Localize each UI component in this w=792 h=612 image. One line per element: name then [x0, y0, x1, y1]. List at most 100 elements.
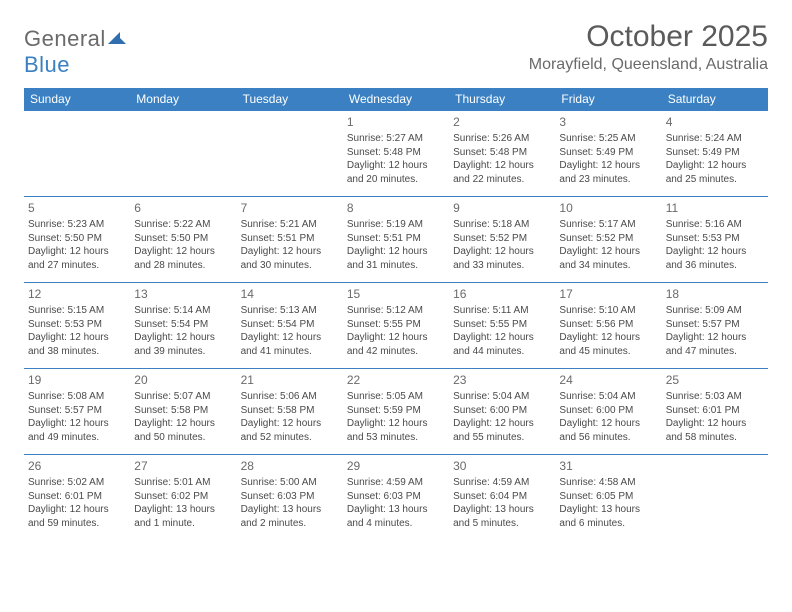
- sunset-line: Sunset: 5:50 PM: [134, 232, 232, 246]
- daylight-line: and 47 minutes.: [666, 345, 764, 359]
- sunrise-line: Sunrise: 5:21 AM: [241, 218, 339, 232]
- sunrise-line: Sunrise: 5:06 AM: [241, 390, 339, 404]
- daylight-line: Daylight: 13 hours: [347, 503, 445, 517]
- day-cell: 2Sunrise: 5:26 AMSunset: 5:48 PMDaylight…: [449, 111, 555, 197]
- day-cell: 29Sunrise: 4:59 AMSunset: 6:03 PMDayligh…: [343, 455, 449, 541]
- sunrise-line: Sunrise: 5:14 AM: [134, 304, 232, 318]
- day-cell: 1Sunrise: 5:27 AMSunset: 5:48 PMDaylight…: [343, 111, 449, 197]
- day-number: 5: [28, 200, 126, 216]
- day-cell: 27Sunrise: 5:01 AMSunset: 6:02 PMDayligh…: [130, 455, 236, 541]
- day-cell: 4Sunrise: 5:24 AMSunset: 5:49 PMDaylight…: [662, 111, 768, 197]
- sunrise-line: Sunrise: 5:13 AM: [241, 304, 339, 318]
- daylight-line: and 39 minutes.: [134, 345, 232, 359]
- calendar-header: SundayMondayTuesdayWednesdayThursdayFrid…: [24, 88, 768, 111]
- day-number: 11: [666, 200, 764, 216]
- daylight-line: and 50 minutes.: [134, 431, 232, 445]
- sunrise-line: Sunrise: 5:07 AM: [134, 390, 232, 404]
- day-number: 27: [134, 458, 232, 474]
- sunrise-line: Sunrise: 5:27 AM: [347, 132, 445, 146]
- day-cell: 19Sunrise: 5:08 AMSunset: 5:57 PMDayligh…: [24, 369, 130, 455]
- day-cell: 3Sunrise: 5:25 AMSunset: 5:49 PMDaylight…: [555, 111, 661, 197]
- calendar-table: SundayMondayTuesdayWednesdayThursdayFrid…: [24, 88, 768, 541]
- daylight-line: and 45 minutes.: [559, 345, 657, 359]
- day-number: 9: [453, 200, 551, 216]
- daylight-line: and 58 minutes.: [666, 431, 764, 445]
- day-header: Thursday: [449, 88, 555, 111]
- logo-text-part2: Blue: [24, 52, 70, 77]
- day-cell: 14Sunrise: 5:13 AMSunset: 5:54 PMDayligh…: [237, 283, 343, 369]
- title-block: October 2025 Morayfield, Queensland, Aus…: [529, 20, 768, 74]
- day-header: Saturday: [662, 88, 768, 111]
- sunrise-line: Sunrise: 5:12 AM: [347, 304, 445, 318]
- sunset-line: Sunset: 6:01 PM: [28, 490, 126, 504]
- sunrise-line: Sunrise: 5:15 AM: [28, 304, 126, 318]
- daylight-line: and 53 minutes.: [347, 431, 445, 445]
- sunset-line: Sunset: 6:03 PM: [347, 490, 445, 504]
- day-cell: 11Sunrise: 5:16 AMSunset: 5:53 PMDayligh…: [662, 197, 768, 283]
- day-header: Sunday: [24, 88, 130, 111]
- daylight-line: and 36 minutes.: [666, 259, 764, 273]
- daylight-line: Daylight: 12 hours: [347, 331, 445, 345]
- sunrise-line: Sunrise: 4:59 AM: [347, 476, 445, 490]
- sunrise-line: Sunrise: 5:19 AM: [347, 218, 445, 232]
- daylight-line: Daylight: 12 hours: [559, 417, 657, 431]
- daylight-line: and 28 minutes.: [134, 259, 232, 273]
- sunset-line: Sunset: 6:05 PM: [559, 490, 657, 504]
- daylight-line: Daylight: 12 hours: [28, 331, 126, 345]
- day-header: Tuesday: [237, 88, 343, 111]
- sunset-line: Sunset: 5:52 PM: [453, 232, 551, 246]
- calendar-page: GeneralBlue October 2025 Morayfield, Que…: [0, 0, 792, 561]
- daylight-line: and 42 minutes.: [347, 345, 445, 359]
- daylight-line: and 33 minutes.: [453, 259, 551, 273]
- daylight-line: Daylight: 12 hours: [347, 245, 445, 259]
- day-cell: [237, 111, 343, 197]
- header-row: GeneralBlue October 2025 Morayfield, Que…: [24, 20, 768, 78]
- day-header: Friday: [555, 88, 661, 111]
- day-cell: 13Sunrise: 5:14 AMSunset: 5:54 PMDayligh…: [130, 283, 236, 369]
- daylight-line: Daylight: 12 hours: [559, 331, 657, 345]
- sunrise-line: Sunrise: 5:22 AM: [134, 218, 232, 232]
- day-cell: 23Sunrise: 5:04 AMSunset: 6:00 PMDayligh…: [449, 369, 555, 455]
- daylight-line: and 34 minutes.: [559, 259, 657, 273]
- sunset-line: Sunset: 5:57 PM: [666, 318, 764, 332]
- sunset-line: Sunset: 5:58 PM: [134, 404, 232, 418]
- sunset-line: Sunset: 5:55 PM: [453, 318, 551, 332]
- daylight-line: Daylight: 12 hours: [28, 245, 126, 259]
- daylight-line: and 23 minutes.: [559, 173, 657, 187]
- daylight-line: Daylight: 12 hours: [559, 159, 657, 173]
- logo-text: GeneralBlue: [24, 26, 126, 78]
- day-cell: 16Sunrise: 5:11 AMSunset: 5:55 PMDayligh…: [449, 283, 555, 369]
- day-number: 30: [453, 458, 551, 474]
- day-header: Monday: [130, 88, 236, 111]
- day-number: 22: [347, 372, 445, 388]
- day-cell: 6Sunrise: 5:22 AMSunset: 5:50 PMDaylight…: [130, 197, 236, 283]
- day-number: 21: [241, 372, 339, 388]
- day-number: 16: [453, 286, 551, 302]
- sunset-line: Sunset: 6:04 PM: [453, 490, 551, 504]
- day-number: 17: [559, 286, 657, 302]
- day-cell: 17Sunrise: 5:10 AMSunset: 5:56 PMDayligh…: [555, 283, 661, 369]
- logo-sail-icon: [106, 26, 126, 52]
- sunset-line: Sunset: 6:03 PM: [241, 490, 339, 504]
- sunset-line: Sunset: 6:00 PM: [453, 404, 551, 418]
- daylight-line: and 22 minutes.: [453, 173, 551, 187]
- sunset-line: Sunset: 5:56 PM: [559, 318, 657, 332]
- day-number: 8: [347, 200, 445, 216]
- sunset-line: Sunset: 5:48 PM: [347, 146, 445, 160]
- day-number: 26: [28, 458, 126, 474]
- day-number: 7: [241, 200, 339, 216]
- daylight-line: Daylight: 12 hours: [134, 331, 232, 345]
- daylight-line: and 2 minutes.: [241, 517, 339, 531]
- daylight-line: Daylight: 12 hours: [666, 417, 764, 431]
- day-cell: 18Sunrise: 5:09 AMSunset: 5:57 PMDayligh…: [662, 283, 768, 369]
- sunset-line: Sunset: 5:53 PM: [666, 232, 764, 246]
- sunrise-line: Sunrise: 5:09 AM: [666, 304, 764, 318]
- daylight-line: Daylight: 12 hours: [559, 245, 657, 259]
- daylight-line: and 25 minutes.: [666, 173, 764, 187]
- day-cell: 20Sunrise: 5:07 AMSunset: 5:58 PMDayligh…: [130, 369, 236, 455]
- daylight-line: Daylight: 13 hours: [559, 503, 657, 517]
- daylight-line: and 20 minutes.: [347, 173, 445, 187]
- sunset-line: Sunset: 5:55 PM: [347, 318, 445, 332]
- day-cell: 22Sunrise: 5:05 AMSunset: 5:59 PMDayligh…: [343, 369, 449, 455]
- day-number: 31: [559, 458, 657, 474]
